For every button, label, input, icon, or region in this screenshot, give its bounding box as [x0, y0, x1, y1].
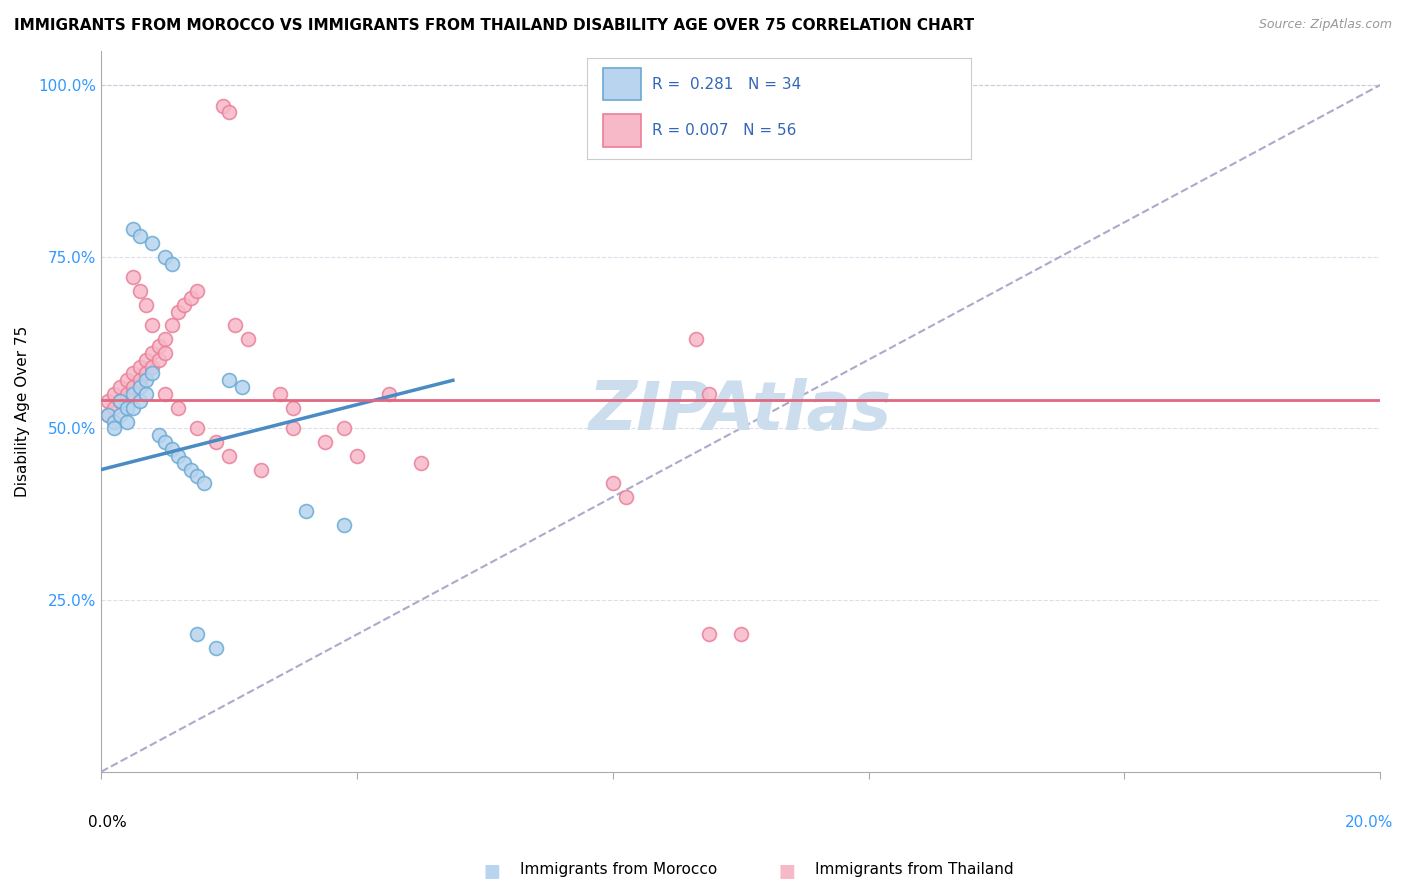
Text: Immigrants from Morocco: Immigrants from Morocco	[520, 863, 717, 877]
Point	[135, 298, 157, 312]
Point	[409, 456, 432, 470]
Point	[115, 373, 138, 387]
Point	[148, 339, 170, 353]
Point	[141, 318, 163, 333]
Point	[205, 435, 228, 450]
Point	[697, 627, 720, 641]
Point	[685, 332, 707, 346]
Point	[122, 222, 145, 236]
Text: ▪: ▪	[778, 855, 797, 884]
Point	[128, 229, 150, 244]
Point	[205, 641, 228, 656]
Point	[110, 380, 132, 394]
Point	[103, 415, 125, 429]
Point	[160, 256, 183, 270]
Point	[231, 380, 253, 394]
Point	[135, 352, 157, 367]
Text: Source: ZipAtlas.com: Source: ZipAtlas.com	[1258, 18, 1392, 31]
Point	[128, 359, 150, 374]
Point	[141, 367, 163, 381]
Point	[295, 504, 318, 518]
Point	[250, 462, 273, 476]
Point	[186, 284, 208, 298]
Point	[103, 387, 125, 401]
Point	[333, 517, 356, 532]
Point	[110, 393, 132, 408]
Text: 0.0%: 0.0%	[89, 815, 127, 830]
Point	[160, 442, 183, 456]
Point	[141, 359, 163, 374]
Point	[602, 476, 624, 491]
Point	[122, 380, 145, 394]
Point	[135, 387, 157, 401]
Point	[173, 456, 195, 470]
Point	[180, 291, 202, 305]
Point	[135, 367, 157, 381]
Text: ZIPAtlas: ZIPAtlas	[589, 378, 893, 444]
Point	[160, 318, 183, 333]
Point	[128, 380, 150, 394]
Point	[218, 449, 240, 463]
Point	[211, 98, 233, 112]
Point	[153, 435, 176, 450]
Point	[97, 408, 120, 422]
Point	[103, 401, 125, 415]
Point	[115, 415, 138, 429]
Point	[128, 373, 150, 387]
Point	[110, 408, 132, 422]
Text: ▪: ▪	[482, 855, 502, 884]
Point	[218, 373, 240, 387]
Point	[180, 462, 202, 476]
Y-axis label: Disability Age Over 75: Disability Age Over 75	[15, 326, 30, 497]
Point	[281, 421, 304, 435]
Point	[141, 346, 163, 360]
Point	[141, 235, 163, 250]
Text: IMMIGRANTS FROM MOROCCO VS IMMIGRANTS FROM THAILAND DISABILITY AGE OVER 75 CORRE: IMMIGRANTS FROM MOROCCO VS IMMIGRANTS FR…	[14, 18, 974, 33]
Point	[153, 387, 176, 401]
Point	[122, 401, 145, 415]
Point	[238, 332, 260, 346]
Point	[218, 105, 240, 120]
Point	[135, 373, 157, 387]
Point	[167, 304, 190, 318]
Point	[281, 401, 304, 415]
Text: Immigrants from Thailand: Immigrants from Thailand	[815, 863, 1014, 877]
Point	[153, 346, 176, 360]
Point	[115, 401, 138, 415]
Point	[333, 421, 356, 435]
Point	[153, 332, 176, 346]
Point	[378, 387, 401, 401]
Point	[346, 449, 368, 463]
Point	[128, 284, 150, 298]
Point	[269, 387, 291, 401]
Point	[97, 393, 120, 408]
Point	[153, 250, 176, 264]
Point	[97, 408, 120, 422]
Point	[314, 435, 336, 450]
Point	[224, 318, 246, 333]
Point	[186, 421, 208, 435]
Point	[148, 352, 170, 367]
Point	[186, 469, 208, 483]
Point	[173, 298, 195, 312]
Point	[110, 393, 132, 408]
Point	[730, 627, 752, 641]
Point	[103, 421, 125, 435]
Point	[128, 393, 150, 408]
Point	[167, 449, 190, 463]
Point	[148, 428, 170, 442]
Point	[614, 490, 637, 504]
Point	[122, 270, 145, 285]
Point	[115, 387, 138, 401]
Point	[122, 367, 145, 381]
Point	[193, 476, 215, 491]
Point	[167, 401, 190, 415]
Point	[122, 387, 145, 401]
Text: 20.0%: 20.0%	[1344, 815, 1393, 830]
Point	[697, 387, 720, 401]
Point	[186, 627, 208, 641]
